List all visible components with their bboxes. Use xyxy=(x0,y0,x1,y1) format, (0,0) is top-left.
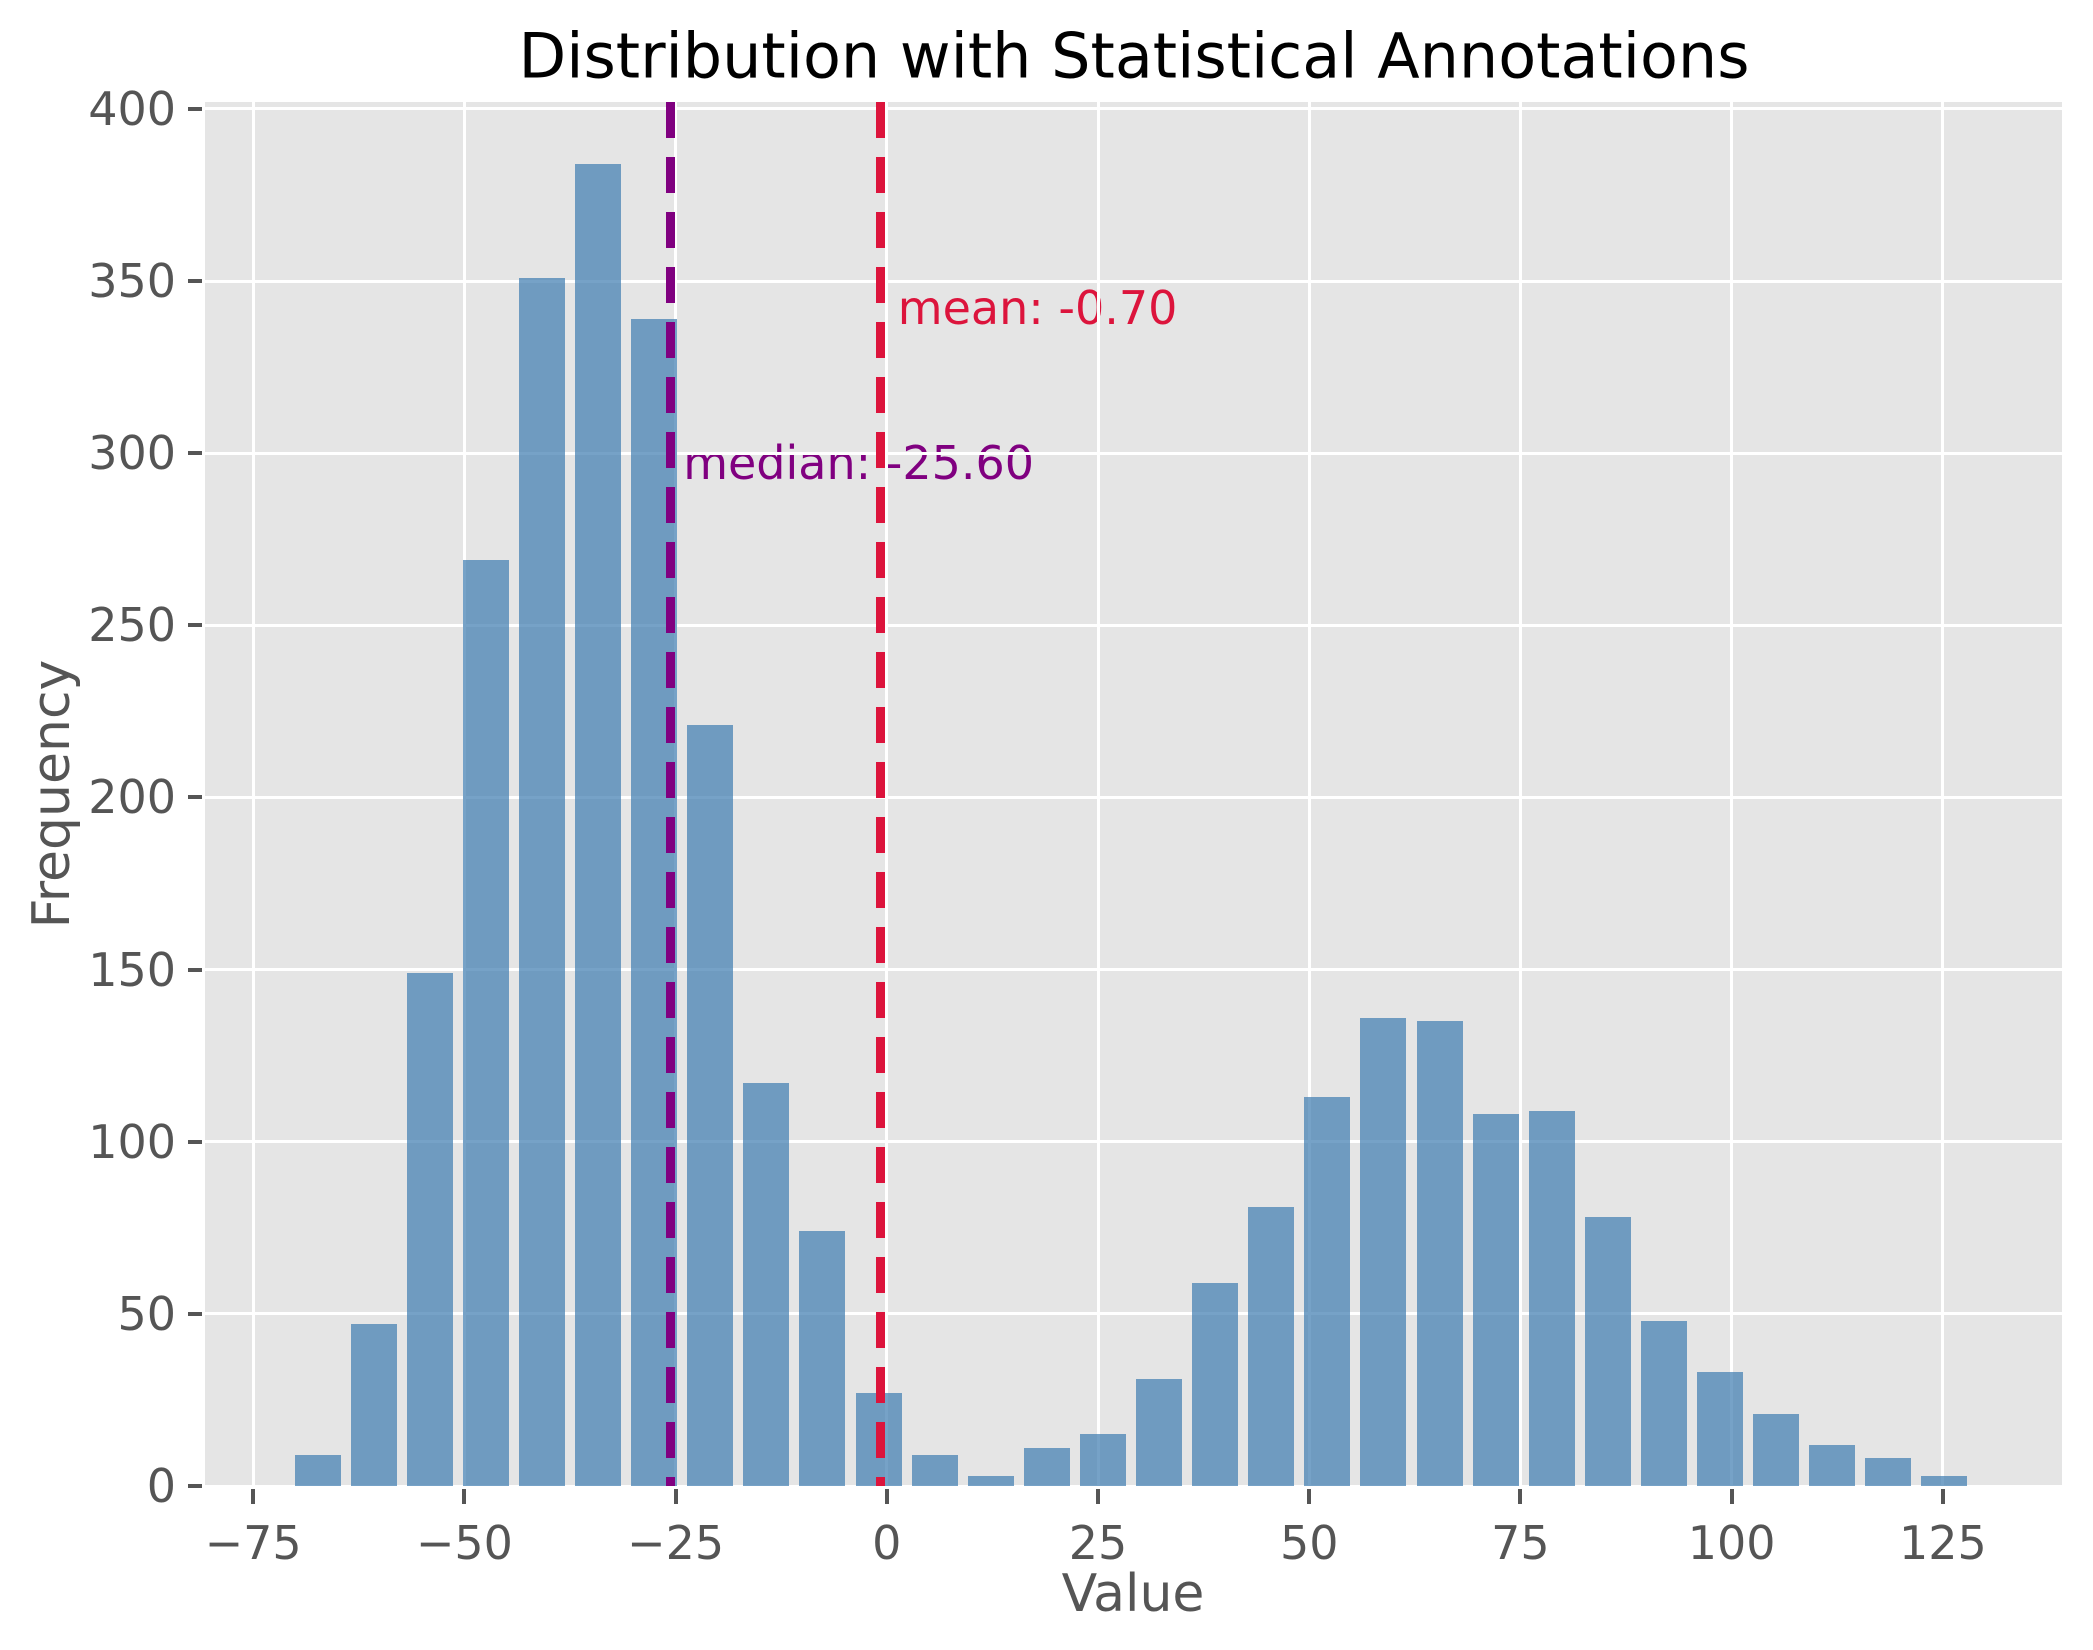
histogram-bar xyxy=(1584,1217,1631,1486)
histogram-bar xyxy=(518,277,565,1486)
y-tick-label: 100 xyxy=(88,1114,176,1169)
mean-line xyxy=(876,102,886,1486)
x-tick-label: 50 xyxy=(1279,1516,1339,1570)
y-tick-mark xyxy=(188,451,202,456)
y-gridline xyxy=(205,1312,2062,1316)
y-tick-label: 400 xyxy=(88,81,176,136)
x-tick-label: 125 xyxy=(1898,1516,1987,1570)
x-tick-mark xyxy=(462,1489,467,1504)
x-gridline xyxy=(1307,102,1311,1486)
y-gridline xyxy=(205,107,2062,111)
histogram-bar xyxy=(406,973,453,1486)
x-gridline xyxy=(1730,102,1734,1486)
y-gridline xyxy=(205,1140,2062,1144)
plot-area: mean: -0.70 median: -25.60 xyxy=(205,102,2062,1486)
x-tick-label: 75 xyxy=(1491,1516,1550,1570)
y-tick-label: 350 xyxy=(88,254,176,309)
x-tick-mark xyxy=(1096,1489,1101,1504)
y-tick-label: 250 xyxy=(88,598,176,653)
y-tick-label: 0 xyxy=(146,1459,176,1513)
x-gridline xyxy=(885,102,889,1486)
histogram-bar xyxy=(967,1475,1014,1486)
y-gridline xyxy=(205,1484,2062,1486)
histogram-bar xyxy=(462,559,509,1486)
histogram-bar xyxy=(1472,1114,1519,1486)
y-gridline xyxy=(205,279,2062,283)
histogram-bar xyxy=(1304,1096,1351,1486)
x-tick-mark xyxy=(1729,1489,1734,1504)
histogram-bar xyxy=(1528,1110,1575,1486)
x-tick-mark xyxy=(1307,1489,1312,1504)
y-tick-mark xyxy=(188,623,202,628)
x-axis-title: Value xyxy=(1061,1564,1205,1624)
histogram-bar xyxy=(1023,1448,1070,1486)
y-tick-label: 150 xyxy=(88,942,176,997)
x-tick-mark xyxy=(1940,1489,1945,1504)
y-tick-label: 300 xyxy=(88,426,176,481)
histogram-bar xyxy=(1865,1458,1912,1486)
x-tick-label: −50 xyxy=(415,1516,513,1570)
median-annotation-label: median: -25.60 xyxy=(683,435,1035,490)
histogram-bar xyxy=(575,163,622,1486)
histogram-bar xyxy=(1248,1207,1295,1486)
x-tick-label: 100 xyxy=(1687,1516,1776,1570)
y-tick-mark xyxy=(188,967,202,972)
y-tick-label: 200 xyxy=(88,770,176,825)
y-gridline xyxy=(205,968,2062,972)
histogram-bar xyxy=(743,1083,790,1486)
x-tick-label: −75 xyxy=(204,1516,302,1570)
x-tick-mark xyxy=(673,1489,678,1504)
histogram-bar xyxy=(1697,1372,1743,1486)
histogram-bar xyxy=(350,1324,397,1486)
histogram-bar xyxy=(1640,1320,1687,1486)
y-tick-mark xyxy=(188,106,202,111)
x-tick-label: 25 xyxy=(1068,1516,1128,1570)
x-gridline xyxy=(1096,102,1100,1486)
histogram-bar xyxy=(687,725,734,1486)
x-gridline xyxy=(1941,102,1945,1486)
y-tick-mark xyxy=(188,1311,202,1316)
y-tick-label: 50 xyxy=(117,1286,176,1341)
x-gridline xyxy=(1518,102,1522,1486)
chart-title: Distribution with Statistical Annotation… xyxy=(518,19,1750,93)
histogram-bar xyxy=(1079,1434,1126,1486)
histogram-bar xyxy=(1192,1282,1239,1486)
histogram-bar xyxy=(1416,1021,1463,1486)
y-tick-mark xyxy=(188,1484,202,1488)
histogram-bar xyxy=(1809,1444,1856,1486)
y-gridline xyxy=(205,623,2062,627)
y-gridline xyxy=(205,795,2062,799)
mean-annotation-label: mean: -0.70 xyxy=(897,281,1178,336)
x-gridline xyxy=(251,102,255,1486)
histogram-bar xyxy=(1136,1379,1182,1486)
histogram-bar xyxy=(911,1455,958,1486)
histogram-bar xyxy=(1360,1017,1407,1486)
histogram-bar xyxy=(1921,1475,1968,1486)
histogram-bar xyxy=(294,1455,341,1486)
x-tick-label: 0 xyxy=(872,1516,902,1570)
y-gridline xyxy=(205,451,2062,455)
median-line xyxy=(666,102,676,1486)
x-tick-mark xyxy=(1518,1489,1523,1504)
y-tick-mark xyxy=(188,279,202,284)
x-tick-mark xyxy=(884,1489,889,1504)
y-tick-mark xyxy=(188,1139,202,1144)
x-tick-label: −25 xyxy=(627,1516,725,1570)
y-tick-mark xyxy=(188,795,202,800)
histogram-bar xyxy=(1753,1413,1800,1486)
x-tick-mark xyxy=(251,1489,256,1504)
histogram-bar xyxy=(799,1231,846,1486)
